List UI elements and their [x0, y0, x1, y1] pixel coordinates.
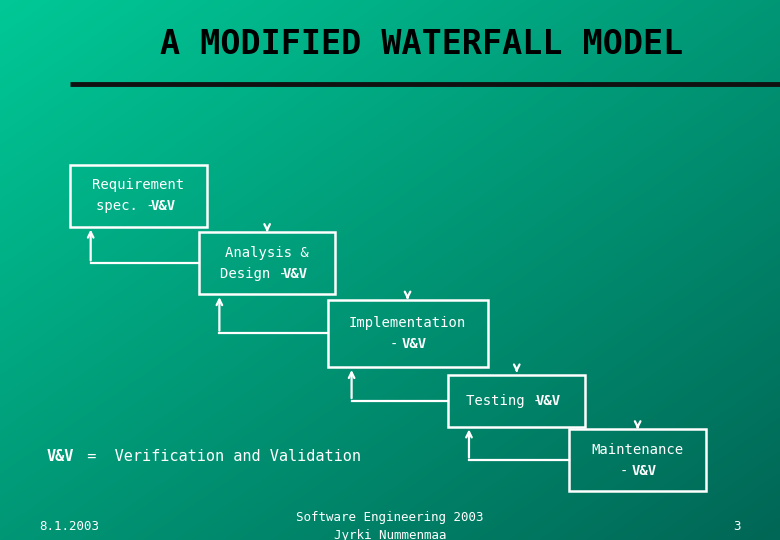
- Text: =  Verification and Validation: = Verification and Validation: [69, 449, 361, 464]
- Text: V&V: V&V: [401, 337, 427, 350]
- Bar: [70, 165, 207, 227]
- Text: spec. -: spec. -: [96, 199, 162, 213]
- Text: 8.1.2003: 8.1.2003: [39, 520, 99, 533]
- Text: Design -: Design -: [220, 267, 296, 280]
- Text: V&V: V&V: [47, 449, 74, 464]
- Text: -: -: [620, 464, 636, 477]
- Text: Maintenance: Maintenance: [591, 443, 684, 457]
- Text: V&V: V&V: [631, 464, 657, 477]
- Text: Testing -: Testing -: [466, 394, 549, 408]
- Text: V&V: V&V: [151, 199, 176, 213]
- Text: A MODIFIED WATERFALL MODEL: A MODIFIED WATERFALL MODEL: [160, 28, 682, 61]
- Text: Requirement: Requirement: [92, 179, 185, 192]
- Text: V&V: V&V: [535, 394, 561, 408]
- Text: -: -: [390, 337, 406, 350]
- Text: V&V: V&V: [282, 267, 308, 280]
- Text: Implementation: Implementation: [349, 316, 466, 330]
- Text: 3: 3: [733, 520, 741, 533]
- Bar: [199, 232, 335, 294]
- Text: Analysis &: Analysis &: [225, 246, 309, 260]
- Text: Software Engineering 2003
Jyrki Nummenmaa: Software Engineering 2003 Jyrki Nummenma…: [296, 511, 484, 540]
- Bar: [328, 300, 488, 367]
- Bar: [569, 429, 706, 491]
- Bar: [448, 375, 585, 427]
